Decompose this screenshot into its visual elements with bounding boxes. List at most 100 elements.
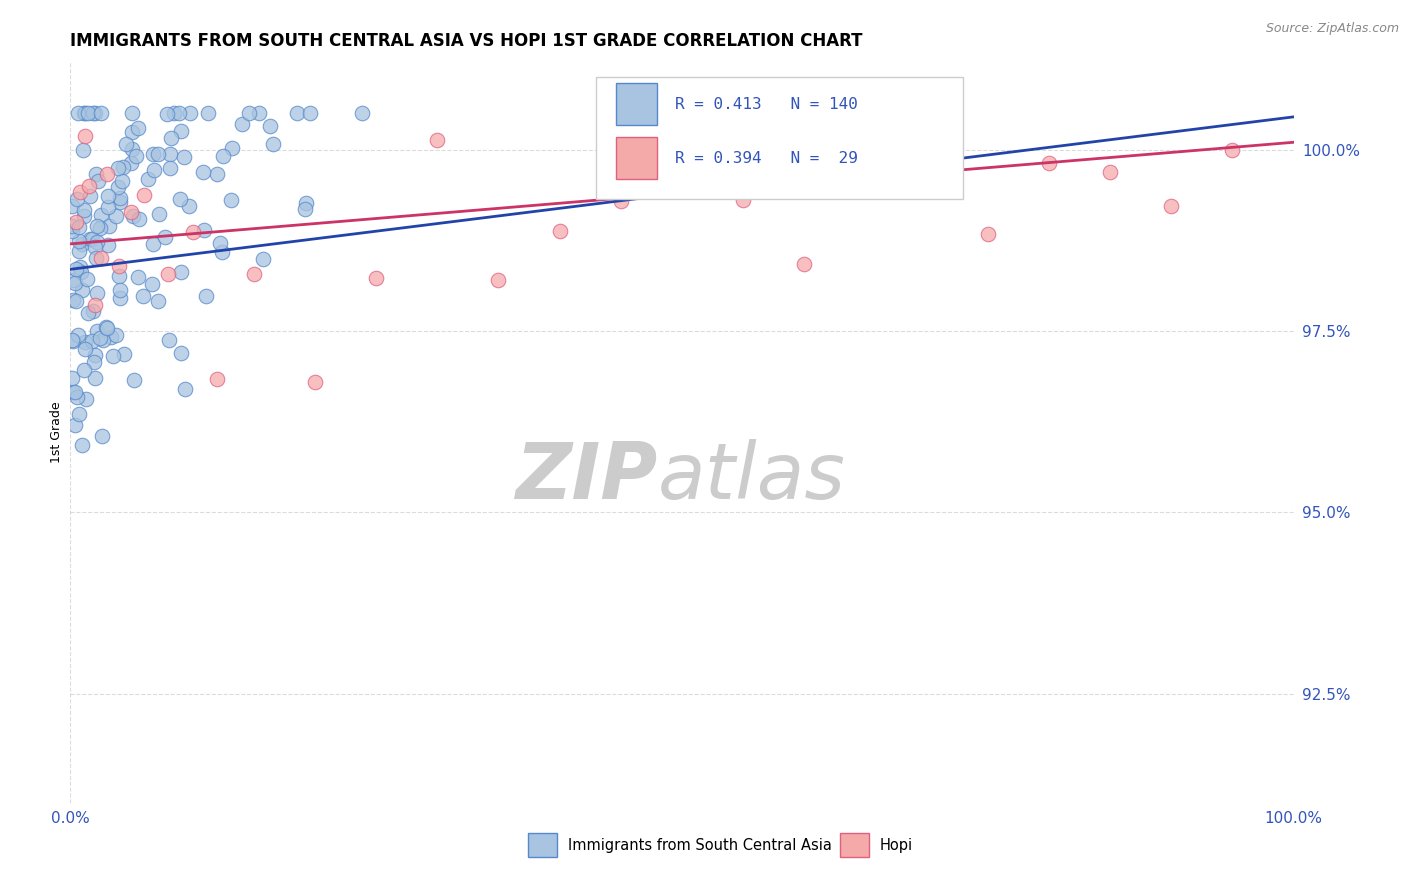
Point: [122, 209, 145, 223]
Point: [90, 208, 112, 222]
Text: IMMIGRANTS FROM SOUTH CENTRAL ASIA VS HOPI 1ST GRADE CORRELATION CHART: IMMIGRANTS FROM SOUTH CENTRAL ASIA VS HO…: [70, 32, 863, 50]
Point: [1160, 199, 1182, 213]
Point: [127, 270, 149, 285]
Point: [179, 106, 201, 120]
Point: [60, 199, 83, 213]
Point: [159, 131, 181, 145]
Point: [82, 232, 104, 246]
Point: [65, 261, 87, 276]
Point: [65, 276, 87, 290]
Point: [108, 195, 131, 210]
Y-axis label: 1st Grade: 1st Grade: [51, 401, 63, 464]
Point: [159, 147, 181, 161]
Point: [132, 289, 155, 303]
Point: [69, 185, 91, 199]
Point: [93, 333, 115, 347]
Point: [67, 408, 90, 422]
Point: [107, 179, 129, 194]
Point: [98, 219, 121, 233]
Point: [73, 106, 96, 120]
Point: [193, 223, 215, 237]
Point: [350, 106, 373, 120]
Point: [191, 165, 214, 179]
Point: [247, 106, 270, 120]
Point: [122, 373, 145, 387]
Point: [76, 306, 98, 320]
Point: [169, 106, 191, 120]
Point: [143, 163, 166, 178]
Point: [66, 106, 89, 120]
Point: [70, 283, 93, 297]
Point: [114, 137, 136, 152]
Point: [111, 161, 134, 175]
Point: [60, 371, 83, 385]
Point: [163, 106, 186, 120]
Point: [108, 259, 131, 273]
Point: [1099, 165, 1122, 179]
FancyBboxPatch shape: [616, 137, 658, 179]
Point: [132, 188, 155, 202]
Point: [1220, 143, 1243, 157]
Point: [108, 269, 131, 284]
Point: [252, 252, 274, 267]
Point: [75, 334, 97, 349]
Point: [67, 234, 90, 248]
Point: [121, 125, 143, 139]
Point: [67, 244, 90, 258]
Point: [155, 107, 177, 121]
Point: [90, 106, 112, 120]
Point: [63, 418, 86, 433]
FancyBboxPatch shape: [596, 78, 963, 200]
Point: [83, 370, 105, 384]
Point: [209, 236, 232, 251]
Point: [66, 390, 89, 404]
Point: [174, 382, 197, 396]
Point: [111, 174, 134, 188]
Point: [62, 293, 84, 308]
Point: [79, 232, 101, 246]
Point: [121, 142, 143, 156]
Point: [219, 193, 242, 207]
Point: [60, 224, 83, 238]
Point: [121, 204, 143, 219]
Point: [69, 265, 91, 279]
Point: [426, 133, 449, 147]
Point: [84, 167, 107, 181]
Point: [105, 210, 128, 224]
Point: [170, 124, 193, 138]
Point: [793, 258, 815, 272]
Point: [79, 189, 101, 203]
Point: [128, 211, 150, 226]
Point: [97, 188, 120, 202]
Point: [107, 161, 129, 175]
Point: [146, 146, 169, 161]
Point: [153, 230, 176, 244]
Point: [915, 184, 938, 198]
Point: [105, 328, 128, 343]
Point: [142, 237, 165, 252]
Point: [548, 224, 571, 238]
FancyBboxPatch shape: [616, 83, 658, 125]
Point: [159, 333, 181, 347]
Point: [610, 194, 633, 208]
Point: [89, 331, 111, 345]
Point: [65, 193, 87, 207]
Point: [67, 220, 90, 235]
Point: [76, 106, 98, 120]
Point: [62, 334, 84, 348]
Point: [294, 202, 316, 217]
Point: [84, 106, 107, 120]
Point: [69, 260, 91, 274]
Point: [96, 321, 118, 335]
Point: [170, 265, 193, 279]
Point: [259, 119, 281, 133]
Point: [62, 384, 84, 399]
Point: [82, 303, 104, 318]
Point: [80, 334, 103, 348]
Point: [366, 271, 388, 285]
Text: R = 0.394   N =  29: R = 0.394 N = 29: [675, 151, 858, 166]
Point: [194, 288, 217, 302]
Point: [76, 272, 98, 286]
Point: [108, 191, 131, 205]
Point: [157, 267, 180, 281]
